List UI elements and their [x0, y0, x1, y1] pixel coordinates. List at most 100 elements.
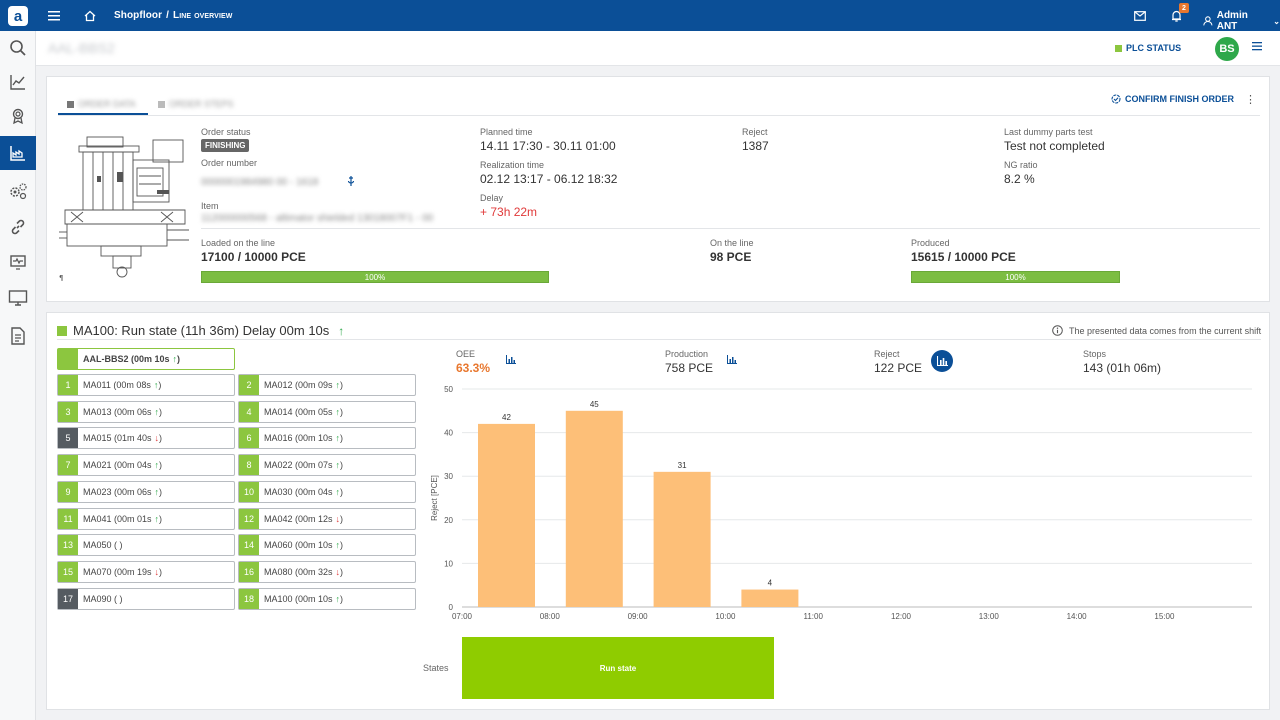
- machine-ma030[interactable]: 10 MA030 (00m 04s ↑): [238, 480, 416, 503]
- arrow-up-icon: ↑: [154, 460, 160, 471]
- app-logo[interactable]: a: [8, 6, 28, 26]
- sidebar-documents[interactable]: [0, 319, 36, 353]
- machine-ma041[interactable]: 11 MA041 (00m 01s ↑): [57, 507, 235, 530]
- machine-ma070[interactable]: 15 MA070 (00m 19s ↓): [57, 560, 235, 583]
- machine-main[interactable]: AAL-BBS2 (00m 10s ↑): [57, 348, 235, 370]
- x-tick-label: 13:00: [979, 612, 1000, 621]
- arrow-down-icon: ↓: [154, 566, 160, 577]
- more-options-icon[interactable]: ⋮: [1245, 94, 1256, 106]
- machine-label: MA011 (00m 08s: [83, 380, 151, 390]
- monitor-pulse-icon: [10, 255, 26, 270]
- user-menu[interactable]: Admin ANT ⌄: [1203, 10, 1280, 32]
- production-label: Production: [665, 349, 709, 359]
- oee-chart-icon[interactable]: [506, 355, 516, 367]
- x-tick-label: 15:00: [1154, 612, 1175, 621]
- home-icon[interactable]: [82, 8, 98, 24]
- bell-icon[interactable]: [1168, 8, 1184, 24]
- close-paren: ): [340, 460, 344, 471]
- machine-ma021[interactable]: 7 MA021 (00m 04s ↑): [57, 454, 235, 477]
- trend-chart-icon: [10, 75, 25, 90]
- machine-ma080[interactable]: 16 MA080 (00m 32s ↓): [238, 560, 416, 583]
- close-paren: ): [159, 406, 163, 417]
- delay-label: Delay: [480, 193, 504, 203]
- machine-number: 4: [239, 401, 259, 422]
- machine-ma014[interactable]: 4 MA014 (00m 05s ↑): [238, 400, 416, 423]
- sidebar-displays[interactable]: [0, 281, 36, 315]
- machine-label: MA060 (00m 10s: [264, 540, 333, 551]
- sidebar-settings[interactable]: [0, 174, 36, 208]
- sidebar-quality[interactable]: [0, 99, 36, 133]
- machine-ma016[interactable]: 6 MA016 (00m 10s ↑): [238, 427, 416, 450]
- check-cycle-icon: [1111, 94, 1121, 104]
- machine-ma090[interactable]: 17 MA090 ( ): [57, 587, 235, 610]
- notification-badge: 2: [1179, 3, 1189, 13]
- machine-ma013[interactable]: 3 MA013 (00m 06s ↑): [57, 400, 235, 423]
- run-state-label: Run state: [599, 663, 637, 673]
- mail-icon[interactable]: [1132, 8, 1148, 24]
- x-tick-label: 11:00: [803, 612, 823, 621]
- close-paren: ): [159, 513, 163, 524]
- y-tick-label: 50: [444, 385, 453, 394]
- production-chart-icon[interactable]: [727, 355, 737, 367]
- machine-ma012[interactable]: 2 MA012 (00m 09s ↑): [238, 374, 416, 396]
- plc-status[interactable]: PLC STATUS: [1115, 43, 1181, 53]
- planned-time-value: 14.11 17:30 - 30.11 01:00: [480, 139, 616, 153]
- hamburger-menu-icon[interactable]: [46, 8, 62, 24]
- avatar[interactable]: BS: [1215, 37, 1239, 61]
- x-tick-label: 14:00: [1067, 612, 1088, 621]
- link-info-icon[interactable]: [347, 175, 355, 190]
- machine-number: 13: [58, 535, 78, 556]
- plc-status-label: PLC STATUS: [1126, 43, 1182, 53]
- close-paren: ): [340, 406, 344, 417]
- y-tick-label: 20: [444, 516, 453, 525]
- machine-ma100[interactable]: 18 MA100 (00m 10s ↑): [238, 587, 416, 610]
- sidebar-integrations[interactable]: [0, 210, 36, 244]
- machine-ma022[interactable]: 8 MA022 (00m 07s ↑): [238, 454, 416, 477]
- machine-label: MA012 (00m 09s: [264, 380, 333, 390]
- tab-indicator: [158, 100, 165, 108]
- tab-order-steps[interactable]: ORDER STEPS: [158, 94, 234, 114]
- breadcrumb: Shopfloor / Line overview: [114, 10, 232, 21]
- machine-ma011[interactable]: 1 MA011 (00m 08s ↑): [57, 374, 235, 396]
- x-tick-label: 12:00: [891, 612, 912, 621]
- machine-ma042[interactable]: 12 MA042 (00m 12s ↓): [238, 507, 416, 530]
- x-tick-label: 09:00: [628, 612, 649, 621]
- tab-order-data[interactable]: ORDER DATA: [67, 94, 136, 114]
- close-paren: ): [159, 566, 163, 577]
- run-state-bar[interactable]: Run state: [462, 637, 774, 699]
- bar-data-label: 42: [502, 413, 511, 422]
- sidebar: [0, 31, 36, 720]
- confirm-finish-order-button[interactable]: CONFIRM FINISH ORDER: [1111, 94, 1234, 104]
- close-paren: ): [340, 566, 344, 577]
- planned-time-label: Planned time: [480, 127, 533, 137]
- sidebar-shopfloor[interactable]: [0, 136, 36, 170]
- sidebar-search[interactable]: [0, 31, 36, 65]
- machine-ma060[interactable]: 14 MA060 (00m 10s ↑): [238, 534, 416, 557]
- machine-ma050[interactable]: 13 MA050 ( ): [57, 534, 235, 557]
- machine-number: 11: [58, 508, 78, 529]
- machine-number: 9: [58, 481, 78, 502]
- x-tick-label: 08:00: [540, 612, 561, 621]
- list-menu-icon[interactable]: [1252, 41, 1262, 54]
- reject-chart-button[interactable]: [931, 350, 953, 372]
- sidebar-analytics[interactable]: [0, 65, 36, 99]
- x-tick-label: 10:00: [715, 612, 736, 621]
- y-axis-label: Reject [PCE]: [430, 475, 439, 521]
- item-value: 112000000568 - altimator shielded 130180…: [201, 213, 434, 224]
- machine-ma023[interactable]: 9 MA023 (00m 06s ↑): [57, 480, 235, 503]
- reject-value: 1387: [742, 139, 769, 153]
- close-paren: ): [159, 433, 163, 444]
- realization-time-label: Realization time: [480, 160, 545, 170]
- y-tick-label: 40: [444, 429, 453, 438]
- machine-label: MA050 ( ): [83, 540, 123, 551]
- machine-ma015[interactable]: 5 MA015 (01m 40s ↓): [57, 427, 235, 450]
- breadcrumb-shopfloor[interactable]: Shopfloor: [114, 10, 163, 21]
- machine-label: MA013 (00m 06s: [83, 406, 152, 417]
- machine-label: MA021 (00m 04s: [83, 460, 152, 471]
- page-header: AAL-BBS2 PLC STATUS BS: [36, 31, 1280, 66]
- data-source-note: The presented data comes from the curren…: [1052, 325, 1261, 336]
- sidebar-monitoring[interactable]: [0, 245, 36, 279]
- factory-chart-icon: [10, 146, 25, 161]
- data-source-note-text: The presented data comes from the curren…: [1069, 325, 1262, 336]
- close-paren: ): [340, 433, 344, 444]
